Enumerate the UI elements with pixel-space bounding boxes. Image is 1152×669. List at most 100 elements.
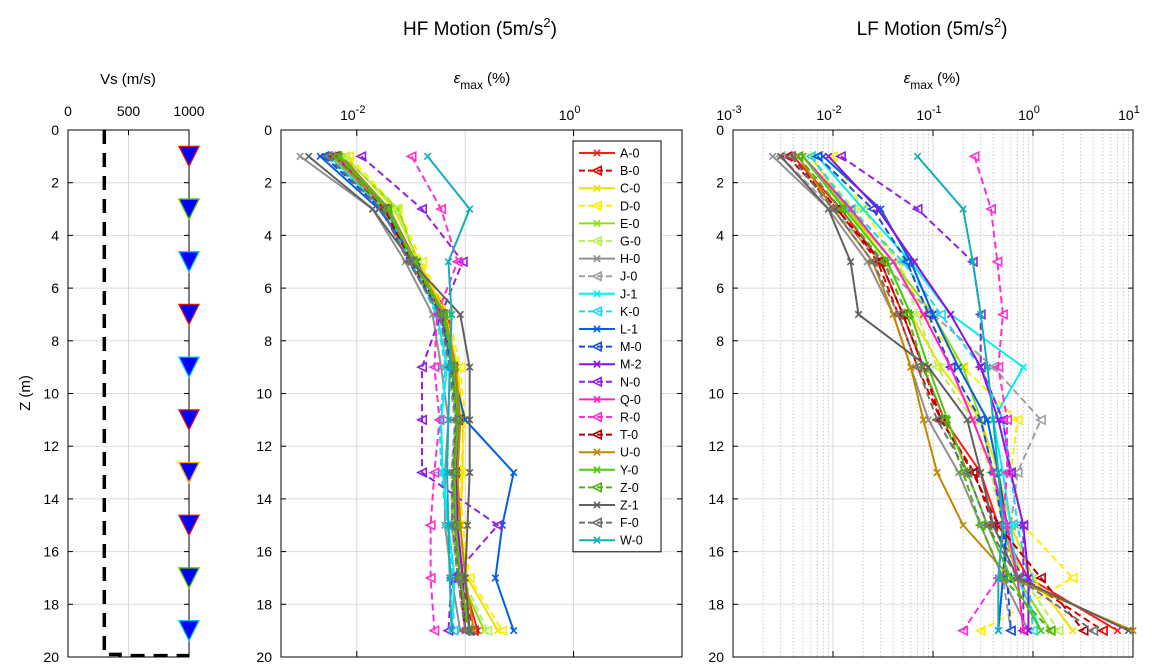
data-point	[907, 363, 915, 371]
data-point	[452, 572, 464, 584]
data-point	[994, 626, 1003, 635]
series-line	[348, 155, 504, 632]
data-point	[424, 519, 436, 531]
data-point	[331, 150, 343, 162]
legend-label: B-0	[620, 164, 640, 178]
vs-profile-panel: Vs (m/s) Z (m) 0 2 4 6 8 10 12 14 16 18 20 0 500 1000	[17, 71, 205, 665]
data-point	[1034, 414, 1046, 426]
data-point	[368, 205, 377, 213]
series-line	[797, 155, 1052, 632]
legend-item: G-0	[579, 235, 641, 249]
y-tick-label: 20	[708, 649, 724, 665]
legend-label: A-0	[620, 147, 640, 161]
data-point	[1066, 572, 1078, 584]
data-point	[416, 414, 428, 426]
data-point	[428, 361, 440, 373]
series-line	[426, 155, 471, 631]
y-tick-label: 8	[716, 333, 724, 349]
data-point	[591, 200, 602, 212]
y-tick-label: 4	[51, 227, 59, 243]
data-point	[444, 416, 453, 424]
lf-title: LF Motion (5m/s2)	[857, 15, 1008, 40]
legend-label: Z-0	[620, 481, 639, 495]
legend-item: B-0	[579, 164, 640, 178]
data-point	[1052, 625, 1064, 637]
data-point	[901, 308, 913, 320]
legend-item: Z-0	[579, 481, 639, 495]
data-point	[465, 363, 474, 371]
series-line	[336, 155, 469, 631]
data-point	[591, 429, 602, 441]
data-point	[991, 256, 1003, 268]
y-tick-label: 18	[256, 596, 272, 612]
data-point	[911, 308, 923, 320]
data-point	[428, 467, 440, 479]
series-W-0	[423, 152, 474, 635]
data-point	[463, 572, 475, 584]
data-point	[428, 625, 440, 637]
sensor-triangle	[177, 145, 201, 168]
series-line	[790, 155, 1085, 632]
data-point	[834, 203, 846, 215]
data-point	[431, 308, 443, 320]
hf-title: HF Motion (5m/s2)	[403, 15, 557, 40]
data-point	[446, 519, 458, 531]
y-tick-label: 20	[43, 649, 59, 665]
data-point	[976, 521, 985, 530]
data-point	[444, 257, 453, 266]
data-point	[854, 310, 863, 319]
legend-item: M-0	[579, 340, 642, 354]
data-point	[1069, 626, 1077, 635]
series-line	[790, 155, 1094, 632]
data-point	[491, 519, 503, 531]
sensor-triangle	[177, 198, 201, 221]
data-point	[1011, 519, 1023, 531]
data-point	[1011, 467, 1023, 479]
data-point	[846, 257, 855, 266]
data-point	[968, 150, 980, 162]
y-tick-label: 16	[43, 544, 59, 560]
data-point	[873, 205, 882, 213]
sensor-triangle	[177, 251, 201, 274]
data-point	[919, 310, 928, 319]
data-point	[593, 501, 601, 509]
x-tick-label: 100	[1018, 104, 1040, 123]
hf-motion-panel: HF Motion (5m/s2) εmax (%) 0 2 4 6 8 10 12 14 16 1…	[256, 15, 683, 665]
data-point	[994, 574, 1003, 582]
data-point	[591, 376, 602, 388]
data-point	[456, 310, 464, 319]
vs-profile-line	[102, 130, 189, 658]
legend-item: Z-1	[579, 499, 639, 513]
data-point	[938, 414, 950, 426]
series-F-0	[321, 150, 471, 637]
data-point	[901, 256, 913, 268]
data-point	[1019, 363, 1028, 371]
data-point	[593, 325, 601, 333]
data-point	[827, 203, 838, 215]
data-point	[774, 150, 786, 162]
data-point	[974, 361, 986, 373]
data-point	[792, 150, 804, 162]
sensor-triangle	[177, 409, 201, 432]
data-point	[1037, 626, 1045, 635]
depth-ylabel: Z (m)	[17, 375, 34, 411]
data-point	[959, 205, 967, 213]
series-line	[916, 155, 1004, 631]
data-point	[1027, 625, 1038, 637]
data-point	[959, 521, 967, 530]
data-point	[946, 363, 955, 371]
x-tick-label: 10-2	[816, 104, 841, 123]
legend-label: C-0	[620, 182, 640, 196]
data-point	[491, 574, 500, 582]
legend-label: E-0	[620, 217, 640, 231]
data-point	[1017, 519, 1029, 531]
data-point	[447, 310, 456, 319]
legend-item: D-0	[579, 199, 640, 213]
data-point	[416, 467, 428, 479]
data-point	[1034, 572, 1046, 584]
y-tick-label: 6	[716, 280, 724, 296]
legend-label: H-0	[620, 252, 640, 266]
legend-label: Y-0	[620, 463, 638, 477]
data-point	[1124, 626, 1133, 635]
data-point	[443, 468, 451, 477]
